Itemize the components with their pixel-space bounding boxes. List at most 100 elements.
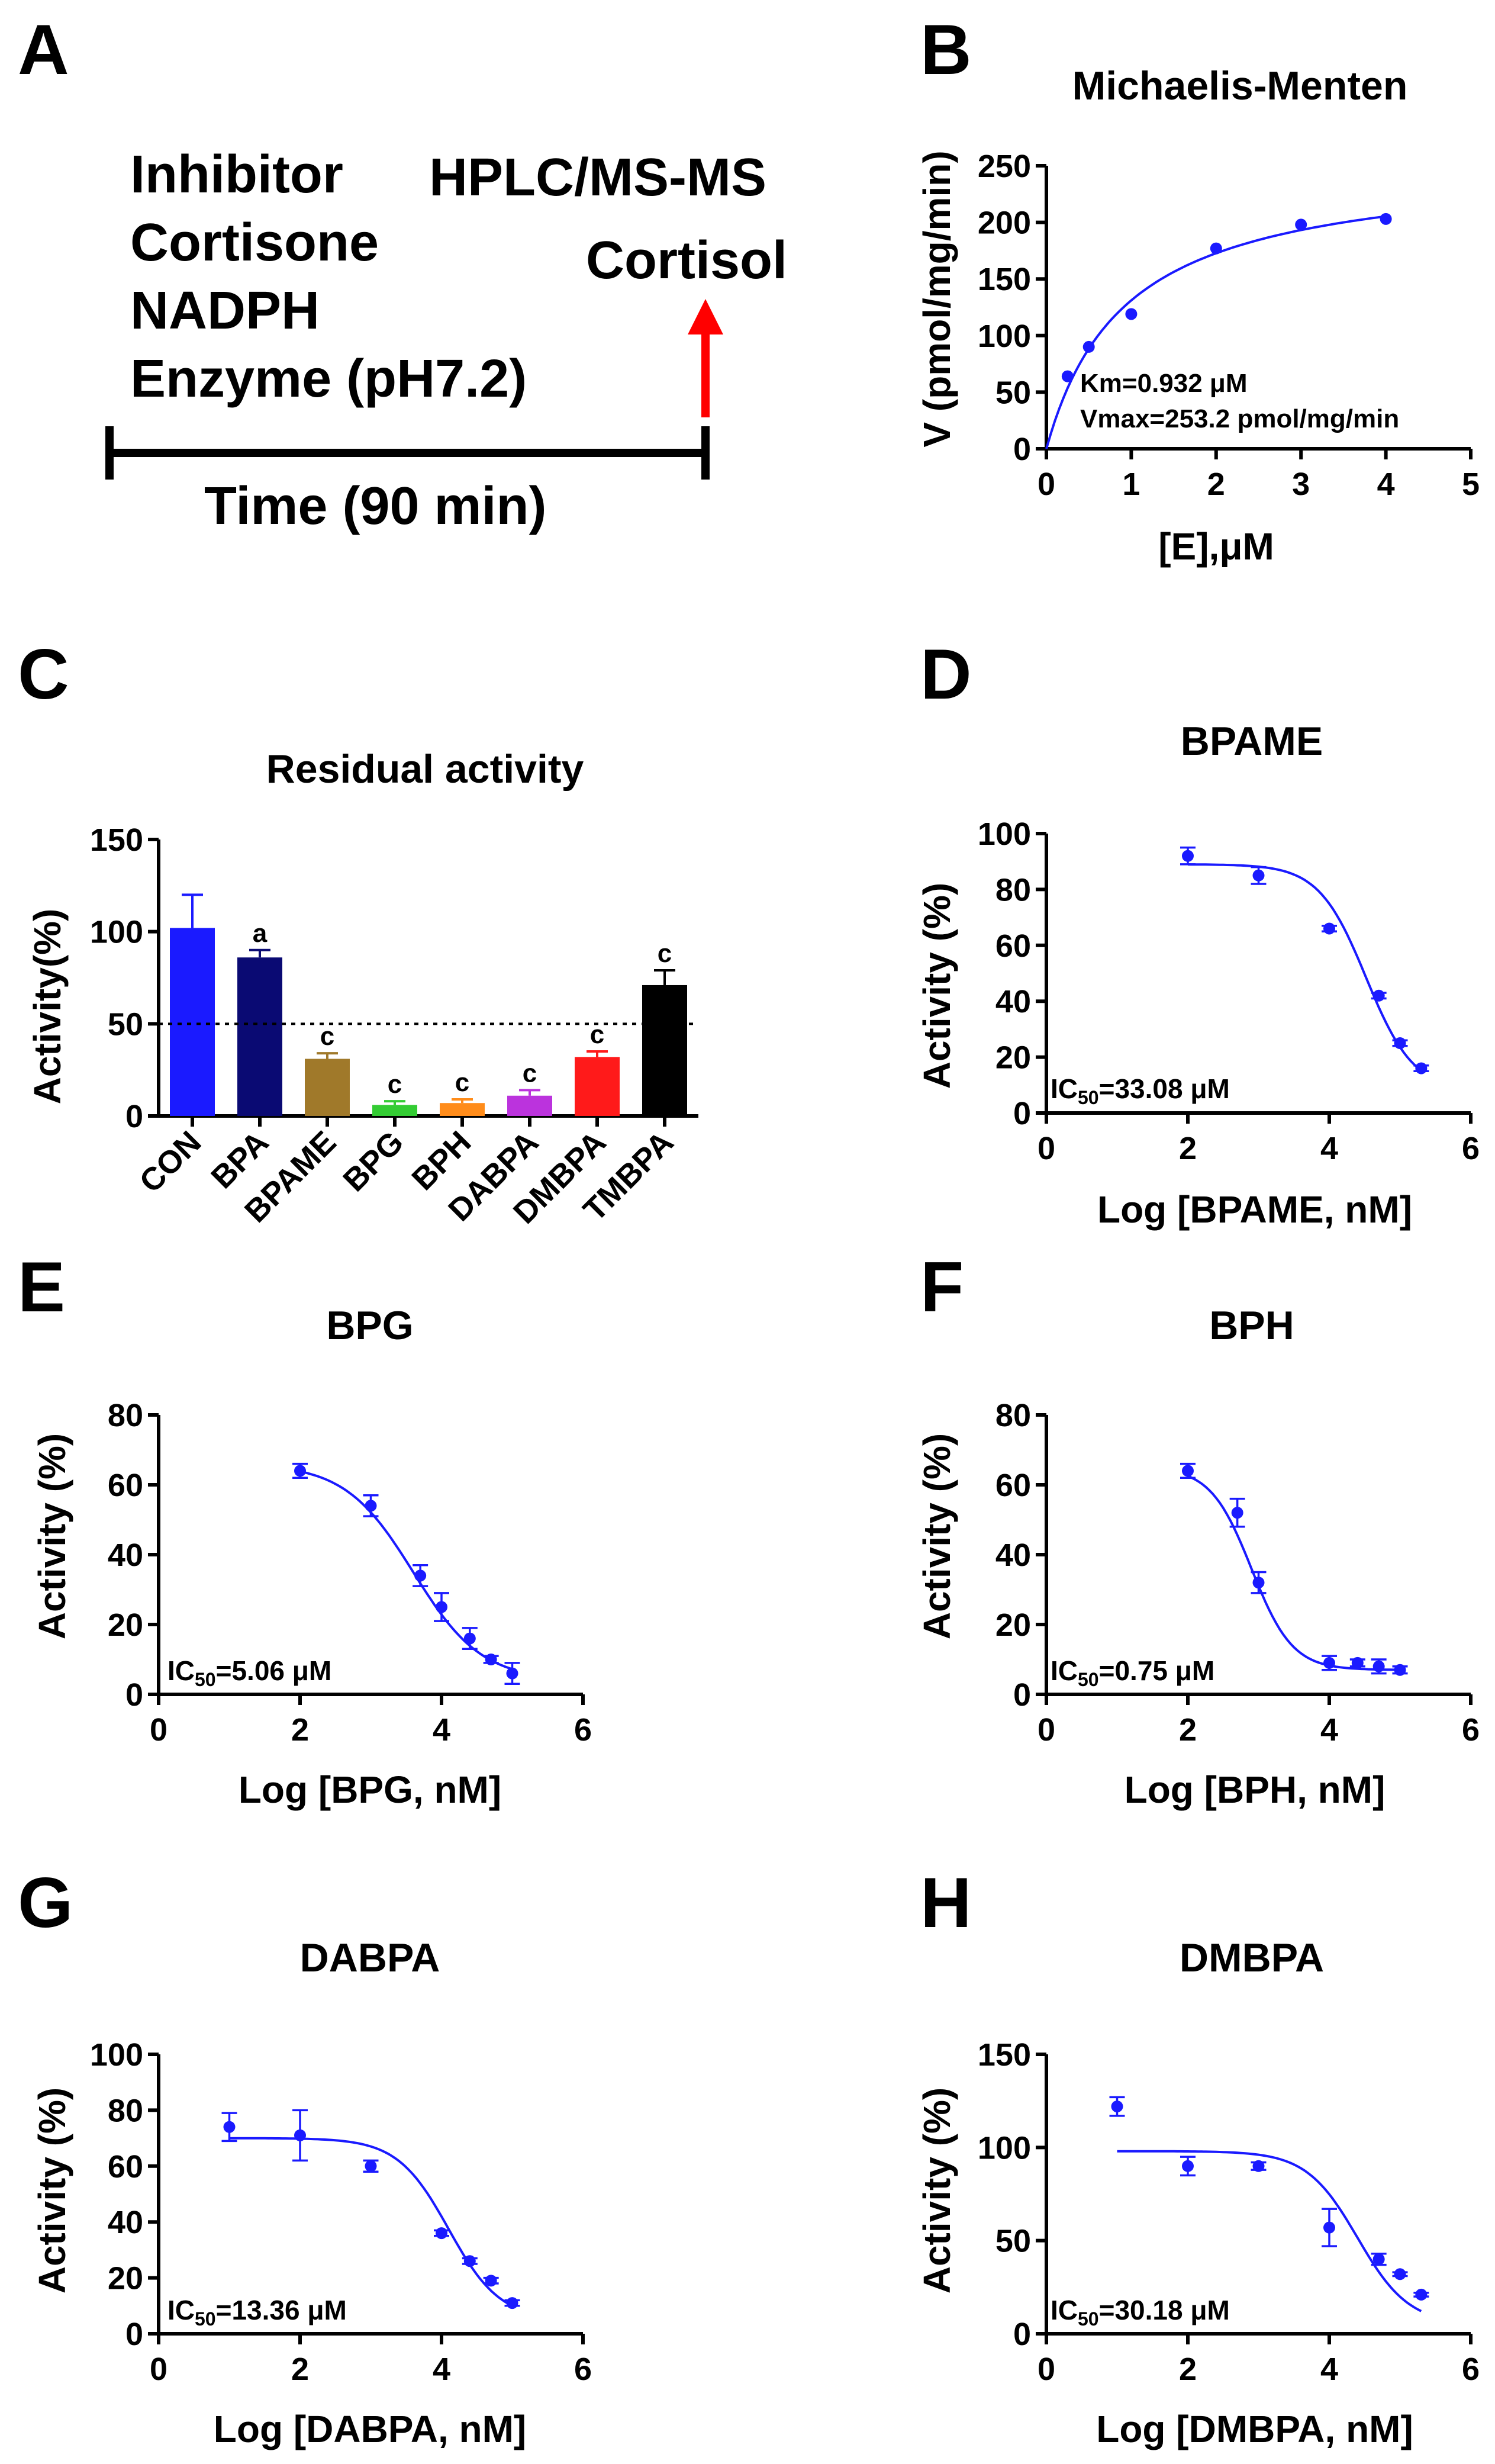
time-label: Time (90 min): [204, 477, 547, 536]
data-point: [1323, 1656, 1335, 1669]
bar: [575, 1057, 620, 1116]
data-point: [414, 1569, 427, 1582]
x-tick-label: 2: [1179, 1131, 1197, 1166]
data-point: [1252, 1577, 1265, 1589]
panel-h: H DMBPA Activity (%) Log [DMBPA, nM] IC5…: [916, 1863, 1480, 2450]
panel-e-xlabel: Log [BPG, nM]: [239, 1768, 501, 1811]
panel-f-letter: F: [920, 1247, 964, 1327]
y-tick-label: 40: [108, 1537, 143, 1573]
data-point: [1182, 1465, 1194, 1477]
y-tick-label: 250: [978, 149, 1031, 184]
panel-b: B Michaelis-Menten V (pmol/mg/min) [E],μ…: [916, 10, 1480, 568]
data-point: [223, 2121, 236, 2133]
x-tick-label: 3: [1292, 467, 1310, 502]
y-tick-label: 50: [108, 1006, 143, 1042]
bar: [305, 1059, 350, 1116]
data-point: [1082, 340, 1095, 353]
panel-h-ylabel: Activity (%): [916, 2087, 958, 2294]
fit-curve: [1187, 1475, 1400, 1671]
y-tick-label: 150: [978, 2037, 1031, 2073]
bar: [440, 1103, 485, 1116]
y-tick-label: 80: [108, 2093, 143, 2128]
y-tick-label: 0: [1013, 2317, 1031, 2352]
significance-label: c: [388, 1070, 402, 1099]
data-point: [1415, 1062, 1428, 1075]
reagent-inhibitor: Inhibitor: [130, 145, 343, 204]
panel-a: A Inhibitor Cortisone NADPH Enzyme (pH7.…: [18, 10, 787, 536]
panel-e: E BPG Activity (%) Log [BPG, nM] IC50=5.…: [18, 1247, 592, 1811]
y-tick-label: 60: [108, 1468, 143, 1503]
x-tick-label: 1: [1122, 467, 1140, 502]
data-point: [463, 2255, 476, 2267]
method-label: HPLC/MS-MS: [429, 148, 766, 207]
data-point: [1323, 922, 1335, 935]
y-tick-label: 100: [978, 816, 1031, 852]
x-tick-label: 4: [1320, 2352, 1338, 2387]
category-label: CON: [133, 1124, 208, 1199]
data-point: [1394, 1037, 1406, 1049]
x-tick-label: 2: [1179, 1712, 1197, 1748]
y-tick-label: 80: [108, 1398, 143, 1433]
panel-c: C Residual activity Activity(%) 0 50 100 15…: [18, 635, 698, 1231]
bar: [170, 928, 215, 1116]
x-tick-label: 2: [291, 1712, 309, 1748]
panel-f-title: BPH: [1209, 1303, 1294, 1348]
data-point: [1351, 1656, 1364, 1669]
y-tick-label: 150: [90, 822, 143, 858]
y-tick-label: 0: [125, 1677, 143, 1713]
y-tick-label: 60: [108, 2149, 143, 2185]
fit-curve: [299, 1470, 513, 1671]
x-tick-label: 6: [1462, 1712, 1480, 1748]
panel-d: D BPAME Activity (%) Log [BPAME, nM] IC5…: [916, 635, 1480, 1231]
data-point: [1394, 1664, 1406, 1676]
panel-e-title: BPG: [326, 1303, 413, 1348]
vmax-annotation: Vmax=253.2 pmol/mg/min: [1080, 404, 1399, 433]
x-tick-label: 0: [150, 1712, 167, 1748]
x-tick-label: 2: [1207, 467, 1225, 502]
significance-label: c: [523, 1059, 537, 1088]
x-tick-label: 0: [1038, 1131, 1055, 1166]
x-tick-label: 5: [1462, 467, 1480, 502]
panel-h-xlabel: Log [DMBPA, nM]: [1096, 2408, 1413, 2450]
data-point: [1372, 2253, 1385, 2266]
y-tick-label: 0: [1013, 1096, 1031, 1131]
y-tick-label: 60: [995, 928, 1031, 964]
y-tick-label: 20: [995, 1040, 1031, 1076]
data-point: [485, 1654, 497, 1665]
y-tick-label: 0: [1013, 1677, 1031, 1713]
data-point: [485, 2275, 497, 2287]
panel-c-letter: C: [18, 635, 69, 714]
km-annotation: Km=0.932 μM: [1080, 369, 1248, 398]
data-point: [294, 1465, 306, 1477]
panel-g: G DABPA Activity (%) Log [DABPA, nM] IC5…: [18, 1863, 592, 2450]
x-tick-label: 0: [1038, 2352, 1055, 2387]
data-point: [1372, 1660, 1385, 1672]
x-tick-label: 6: [1462, 1131, 1480, 1166]
x-tick-label: 4: [433, 2352, 450, 2387]
panel-d-letter: D: [920, 635, 972, 714]
x-tick-label: 0: [150, 2352, 167, 2387]
reagent-enzyme: Enzyme (pH7.2): [130, 349, 527, 408]
y-tick-label: 50: [995, 375, 1031, 410]
significance-label: c: [658, 939, 672, 968]
fit-curve: [1117, 2150, 1422, 2312]
x-tick-label: 4: [1320, 1131, 1338, 1166]
x-tick-label: 6: [574, 1712, 592, 1748]
y-tick-label: 20: [108, 2261, 143, 2296]
y-tick-label: 60: [995, 1468, 1031, 1503]
data-point: [1323, 2221, 1335, 2234]
x-tick-label: 4: [1320, 1712, 1338, 1748]
y-tick-label: 20: [995, 1607, 1031, 1643]
y-tick-label: 80: [995, 1398, 1031, 1433]
x-tick-label: 0: [1038, 1712, 1055, 1748]
y-tick-label: 100: [90, 915, 143, 950]
panel-b-ylabel: V (pmol/mg/min): [916, 150, 958, 447]
panel-f-xlabel: Log [BPH, nM]: [1125, 1768, 1386, 1811]
x-tick-label: 4: [433, 1712, 450, 1748]
y-tick-label: 200: [978, 205, 1031, 241]
bar: [372, 1105, 417, 1116]
x-tick-label: 6: [574, 2352, 592, 2387]
red-arrow-head-icon: [688, 299, 723, 334]
panel-e-ylabel: Activity (%): [31, 1433, 73, 1640]
x-tick-label: 0: [1038, 467, 1055, 502]
